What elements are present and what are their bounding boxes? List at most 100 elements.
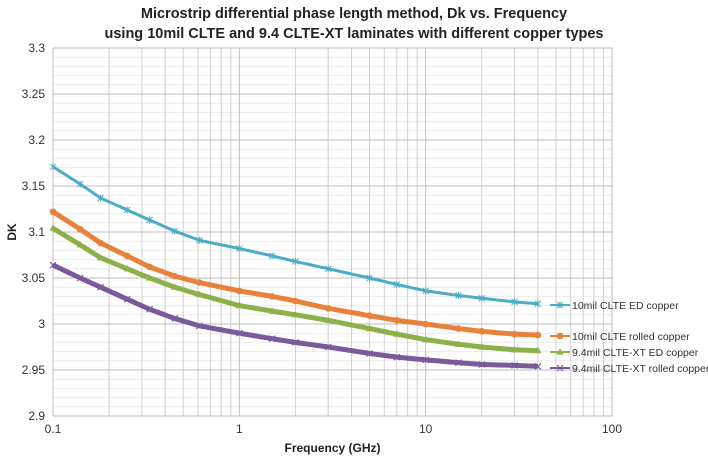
data-point	[76, 180, 84, 188]
data-point	[146, 216, 153, 224]
data-point	[556, 301, 564, 309]
data-point	[292, 257, 299, 265]
data-point	[97, 194, 104, 202]
data-point	[455, 291, 462, 299]
data-point	[146, 263, 153, 271]
data-point	[123, 206, 131, 214]
data-point	[235, 301, 243, 309]
data-point	[511, 298, 518, 306]
data-point	[96, 253, 105, 261]
data-point	[76, 241, 84, 248]
series-1	[49, 163, 542, 308]
y-tick-label: 2.95	[22, 363, 46, 377]
data-point	[324, 343, 332, 351]
data-point	[478, 343, 486, 350]
series-line	[52, 165, 538, 306]
data-point	[146, 305, 154, 313]
data-point	[534, 300, 542, 308]
data-point	[292, 338, 299, 346]
data-point	[49, 163, 57, 171]
data-point	[510, 345, 519, 353]
data-point	[171, 283, 179, 290]
y-tick-label: 2.9	[28, 409, 45, 423]
legend-entry: 9.4mil CLTE-XT ED copper	[550, 347, 699, 359]
chart-title-line2: using 10mil CLTE and 9.4 CLTE-XT laminat…	[104, 26, 604, 42]
y-tick-label: 3.05	[22, 271, 46, 285]
y-tick-label: 3.2	[28, 133, 45, 147]
data-point	[123, 265, 131, 272]
data-point	[195, 290, 203, 298]
data-point	[511, 361, 518, 369]
data-point	[76, 225, 84, 233]
data-point	[76, 274, 84, 282]
data-point	[393, 280, 401, 288]
legend-entry: 10mil CLTE ED copper	[550, 300, 679, 312]
data-point	[235, 245, 243, 253]
data-point	[49, 208, 57, 216]
legend-label: 9.4mil CLTE-XT ED copper	[572, 347, 699, 359]
data-point	[422, 287, 430, 295]
data-point	[478, 328, 486, 335]
series-line	[51, 209, 539, 338]
data-point	[366, 350, 373, 357]
series-3	[49, 224, 542, 354]
data-point	[123, 252, 131, 260]
y-tick-label: 3.3	[28, 41, 45, 55]
series-line	[51, 226, 539, 354]
y-tick-label: 3	[38, 317, 45, 331]
data-point	[534, 346, 542, 354]
x-tick-label: 10	[419, 422, 433, 436]
series-line	[51, 262, 539, 369]
data-point	[268, 307, 276, 314]
x-axis-title: Frequency (GHz)	[284, 441, 380, 455]
data-point	[393, 353, 401, 361]
data-point	[556, 348, 564, 355]
data-point	[324, 265, 332, 273]
x-tick-label: 1	[236, 422, 243, 436]
data-point	[422, 335, 430, 343]
legend-label: 9.4mil CLTE-XT rolled copper	[572, 363, 708, 375]
data-point	[195, 322, 203, 330]
data-point	[366, 312, 373, 320]
data-point	[291, 311, 300, 318]
data-point	[454, 340, 463, 347]
data-point	[455, 359, 462, 367]
data-point	[324, 305, 332, 312]
series-2	[49, 208, 542, 339]
legend-label: 10mil CLTE rolled copper	[572, 331, 690, 343]
data-point	[393, 317, 401, 324]
data-point	[292, 297, 299, 305]
data-point	[97, 239, 104, 247]
y-tick-label: 3.1	[28, 225, 45, 239]
data-point	[195, 236, 203, 244]
data-point	[365, 324, 374, 332]
legend-label: 10mil CLTE ED copper	[572, 300, 679, 312]
data-point	[268, 335, 276, 343]
data-point	[171, 272, 179, 280]
data-point	[534, 331, 542, 339]
data-point	[146, 274, 154, 281]
series-4	[49, 261, 542, 370]
data-point	[556, 332, 564, 340]
data-point	[171, 227, 179, 235]
data-point	[97, 283, 104, 291]
data-point	[49, 261, 57, 269]
data-point	[171, 315, 179, 322]
data-point	[268, 252, 276, 260]
legend-entry: 9.4mil CLTE-XT rolled copper	[550, 363, 708, 375]
data-point	[268, 293, 276, 300]
data-point	[196, 279, 203, 286]
data-point	[324, 316, 332, 323]
data-point	[422, 320, 429, 328]
legend-entry: 10mil CLTE rolled copper	[550, 331, 690, 343]
data-point	[49, 224, 57, 231]
chart-title-line1: Microstrip differential phase length met…	[140, 6, 568, 22]
y-axis-title: DK	[5, 223, 19, 241]
data-point	[455, 325, 462, 332]
data-point	[123, 295, 131, 303]
data-point	[422, 356, 430, 364]
data-point	[478, 294, 486, 302]
data-point	[534, 362, 542, 370]
